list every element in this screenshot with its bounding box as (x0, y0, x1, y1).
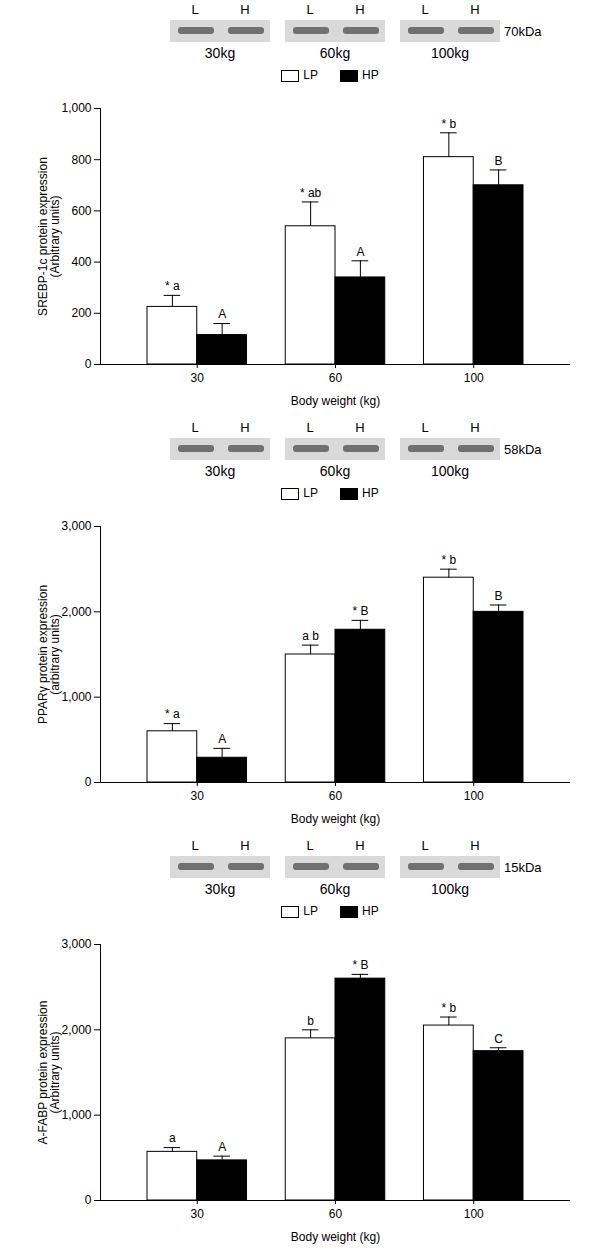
html-text:LP: LP (303, 904, 318, 918)
svg-text:* b: * b (442, 1001, 457, 1015)
svg-text:* a: * a (165, 279, 180, 293)
svg-text:60: 60 (329, 1207, 343, 1221)
svg-text:H: H (470, 838, 479, 853)
svg-text:L: L (306, 838, 313, 853)
svg-text:30kg: 30kg (205, 45, 235, 61)
svg-text:H: H (240, 838, 249, 853)
svg-text:L: L (306, 2, 313, 17)
svg-text:C: C (494, 1032, 503, 1046)
svg-text:0: 0 (85, 775, 92, 789)
svg-text:1,000: 1,000 (61, 1108, 91, 1122)
svg-text:60kg: 60kg (320, 881, 350, 897)
html-text:LP: LP (303, 486, 318, 500)
svg-text:L: L (306, 420, 313, 435)
svg-text:30kg: 30kg (205, 881, 235, 897)
svg-text:0: 0 (85, 357, 92, 371)
svg-text:L: L (191, 838, 198, 853)
svg-text:Body weight (kg): Body weight (kg) (291, 394, 380, 408)
svg-text:100: 100 (464, 789, 484, 803)
svg-text:30: 30 (191, 1207, 205, 1221)
html-text:HP: HP (362, 904, 379, 918)
svg-text:SREBP-1c protein expression(Ar: SREBP-1c protein expression(Arbitrary un… (36, 157, 62, 316)
html-text:LP: LP (303, 68, 318, 82)
svg-text:200: 200 (71, 306, 91, 320)
svg-text:Body weight (kg): Body weight (kg) (291, 1230, 380, 1244)
svg-text:b: b (307, 1014, 314, 1028)
svg-text:H: H (470, 420, 479, 435)
svg-text:3,000: 3,000 (61, 519, 91, 533)
svg-text:60: 60 (329, 371, 343, 385)
html-text:HP: HP (362, 486, 379, 500)
svg-text:30: 30 (191, 789, 205, 803)
svg-text:A: A (218, 732, 226, 746)
svg-text:L: L (191, 420, 198, 435)
svg-text:400: 400 (71, 255, 91, 269)
svg-text:100kg: 100kg (431, 881, 469, 897)
svg-text:1,000: 1,000 (61, 690, 91, 704)
svg-text:a b: a b (302, 629, 319, 643)
svg-text:100: 100 (464, 371, 484, 385)
svg-text:L: L (421, 838, 428, 853)
svg-text:2,000: 2,000 (61, 605, 91, 619)
svg-text:B: B (495, 154, 503, 168)
svg-text:60kg: 60kg (320, 45, 350, 61)
svg-text:60: 60 (329, 789, 343, 803)
svg-text:* a: * a (165, 707, 180, 721)
svg-text:H: H (355, 420, 364, 435)
svg-text:1,000: 1,000 (61, 101, 91, 115)
svg-text:A: A (218, 307, 226, 321)
svg-text:* b: * b (442, 553, 457, 567)
svg-text:15kDa: 15kDa (504, 860, 542, 875)
svg-text:L: L (421, 420, 428, 435)
html-text:HP: HP (362, 68, 379, 82)
svg-text:L: L (421, 2, 428, 17)
svg-text:B: B (495, 589, 503, 603)
svg-text:3,000: 3,000 (61, 937, 91, 951)
svg-text:30kg: 30kg (205, 463, 235, 479)
svg-text:Body weight (kg): Body weight (kg) (291, 812, 380, 826)
svg-text:100: 100 (464, 1207, 484, 1221)
svg-text:* ab: * ab (300, 186, 322, 200)
svg-text:30: 30 (191, 371, 205, 385)
svg-text:H: H (355, 2, 364, 17)
svg-text:800: 800 (71, 153, 91, 167)
svg-text:0: 0 (85, 1193, 92, 1207)
svg-text:58kDa: 58kDa (504, 442, 542, 457)
svg-text:H: H (355, 838, 364, 853)
svg-text:* B: * B (352, 604, 368, 618)
svg-text:100kg: 100kg (431, 463, 469, 479)
svg-text:* b: * b (442, 117, 457, 131)
svg-text:A: A (356, 245, 364, 259)
svg-text:2,000: 2,000 (61, 1023, 91, 1037)
svg-text:A-FABP protein expression(Arbi: A-FABP protein expression(Arbitrary unit… (36, 1001, 62, 1145)
svg-text:H: H (240, 2, 249, 17)
svg-text:100kg: 100kg (431, 45, 469, 61)
svg-text:60kg: 60kg (320, 463, 350, 479)
svg-text:A: A (218, 1140, 226, 1154)
svg-text:H: H (470, 2, 479, 17)
svg-text:L: L (191, 2, 198, 17)
svg-text:600: 600 (71, 204, 91, 218)
svg-text:* B: * B (352, 958, 368, 972)
svg-text:a: a (169, 1131, 176, 1145)
svg-text:H: H (240, 420, 249, 435)
svg-text:PPARγ protein expression(arbit: PPARγ protein expression(arbitrary units… (36, 585, 62, 724)
svg-text:70kDa: 70kDa (504, 24, 542, 39)
